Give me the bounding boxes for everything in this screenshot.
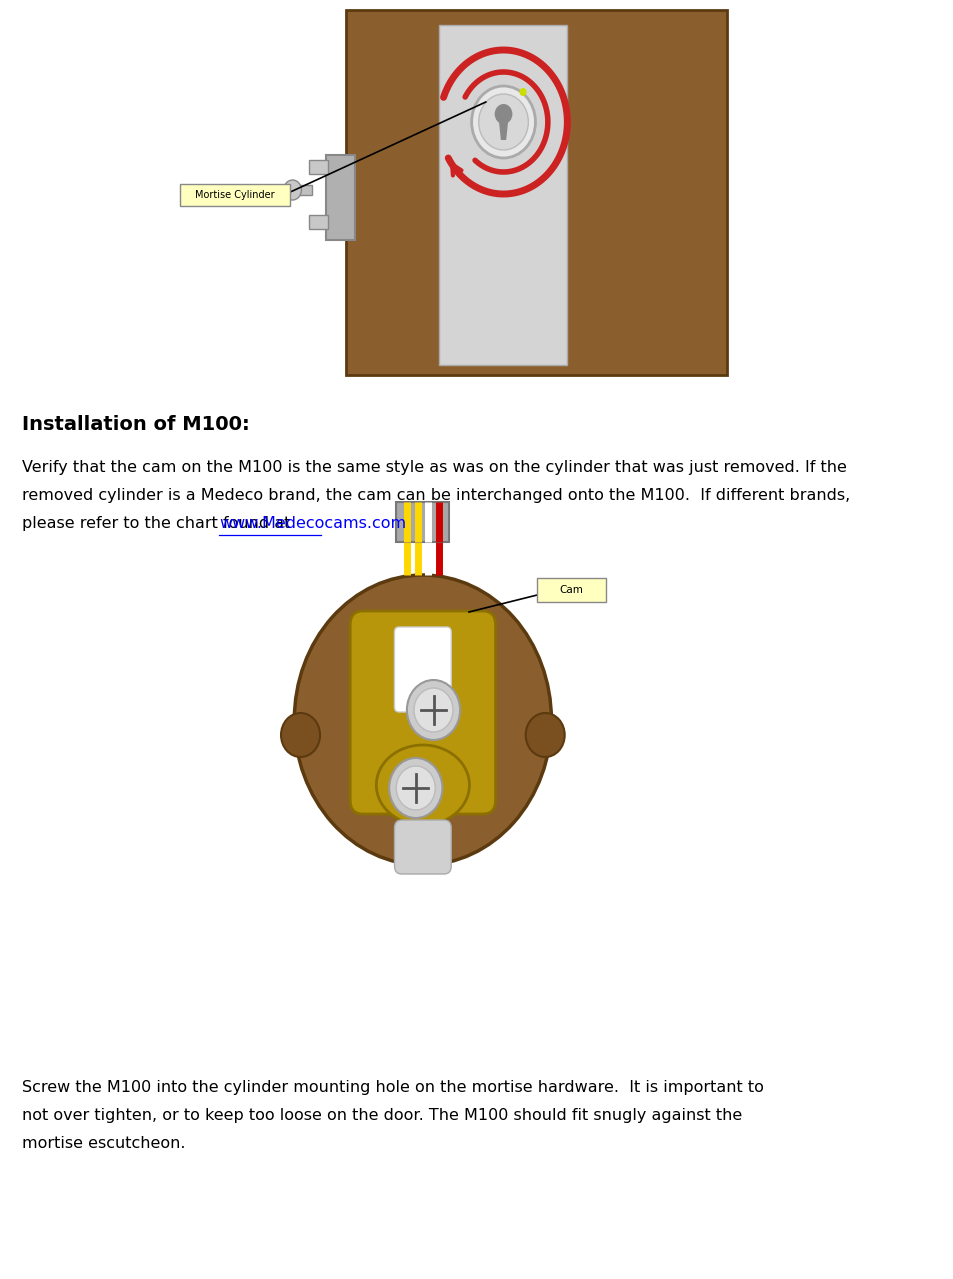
Circle shape [495, 104, 512, 124]
Bar [395, 501, 449, 542]
Text: Screw the M100 into the cylinder mounting hole on the mortise hardware.  It is i: Screw the M100 into the cylinder mountin… [22, 1079, 763, 1095]
Text: not over tighten, or to keep too loose on the door. The M100 should fit snugly a: not over tighten, or to keep too loose o… [22, 1108, 741, 1123]
Circle shape [281, 712, 319, 757]
Bar [308, 160, 328, 174]
Circle shape [294, 576, 551, 865]
Text: removed cylinder is a Medeco brand, the cam can be interchanged onto the M100.  : removed cylinder is a Medeco brand, the … [22, 489, 849, 503]
Circle shape [471, 86, 535, 159]
Circle shape [414, 688, 453, 732]
Text: Cam: Cam [559, 585, 583, 595]
Bar [308, 215, 328, 229]
Bar [179, 184, 290, 206]
Bar [345, 10, 726, 375]
Text: www.Medecocams.com: www.Medecocams.com [219, 515, 406, 531]
FancyBboxPatch shape [395, 820, 451, 874]
Circle shape [389, 758, 442, 819]
Text: please refer to the chart found at: please refer to the chart found at [22, 515, 295, 531]
Circle shape [283, 180, 301, 200]
Text: mortise escutcheon.: mortise escutcheon. [22, 1136, 186, 1151]
Circle shape [395, 766, 435, 810]
Polygon shape [497, 114, 508, 139]
Circle shape [407, 680, 459, 741]
Circle shape [478, 93, 528, 150]
Text: Verify that the cam on the M100 is the same style as was on the cylinder that wa: Verify that the cam on the M100 is the s… [22, 460, 846, 475]
Bar [537, 578, 606, 602]
FancyBboxPatch shape [395, 627, 451, 712]
Text: Mortise Cylinder: Mortise Cylinder [195, 191, 274, 200]
Circle shape [519, 88, 526, 96]
Circle shape [525, 712, 564, 757]
Bar [438, 26, 567, 365]
Text: Installation of M100:: Installation of M100: [22, 414, 250, 434]
Ellipse shape [375, 744, 469, 825]
Bar [293, 185, 312, 194]
Bar [326, 155, 355, 240]
FancyBboxPatch shape [350, 611, 495, 813]
